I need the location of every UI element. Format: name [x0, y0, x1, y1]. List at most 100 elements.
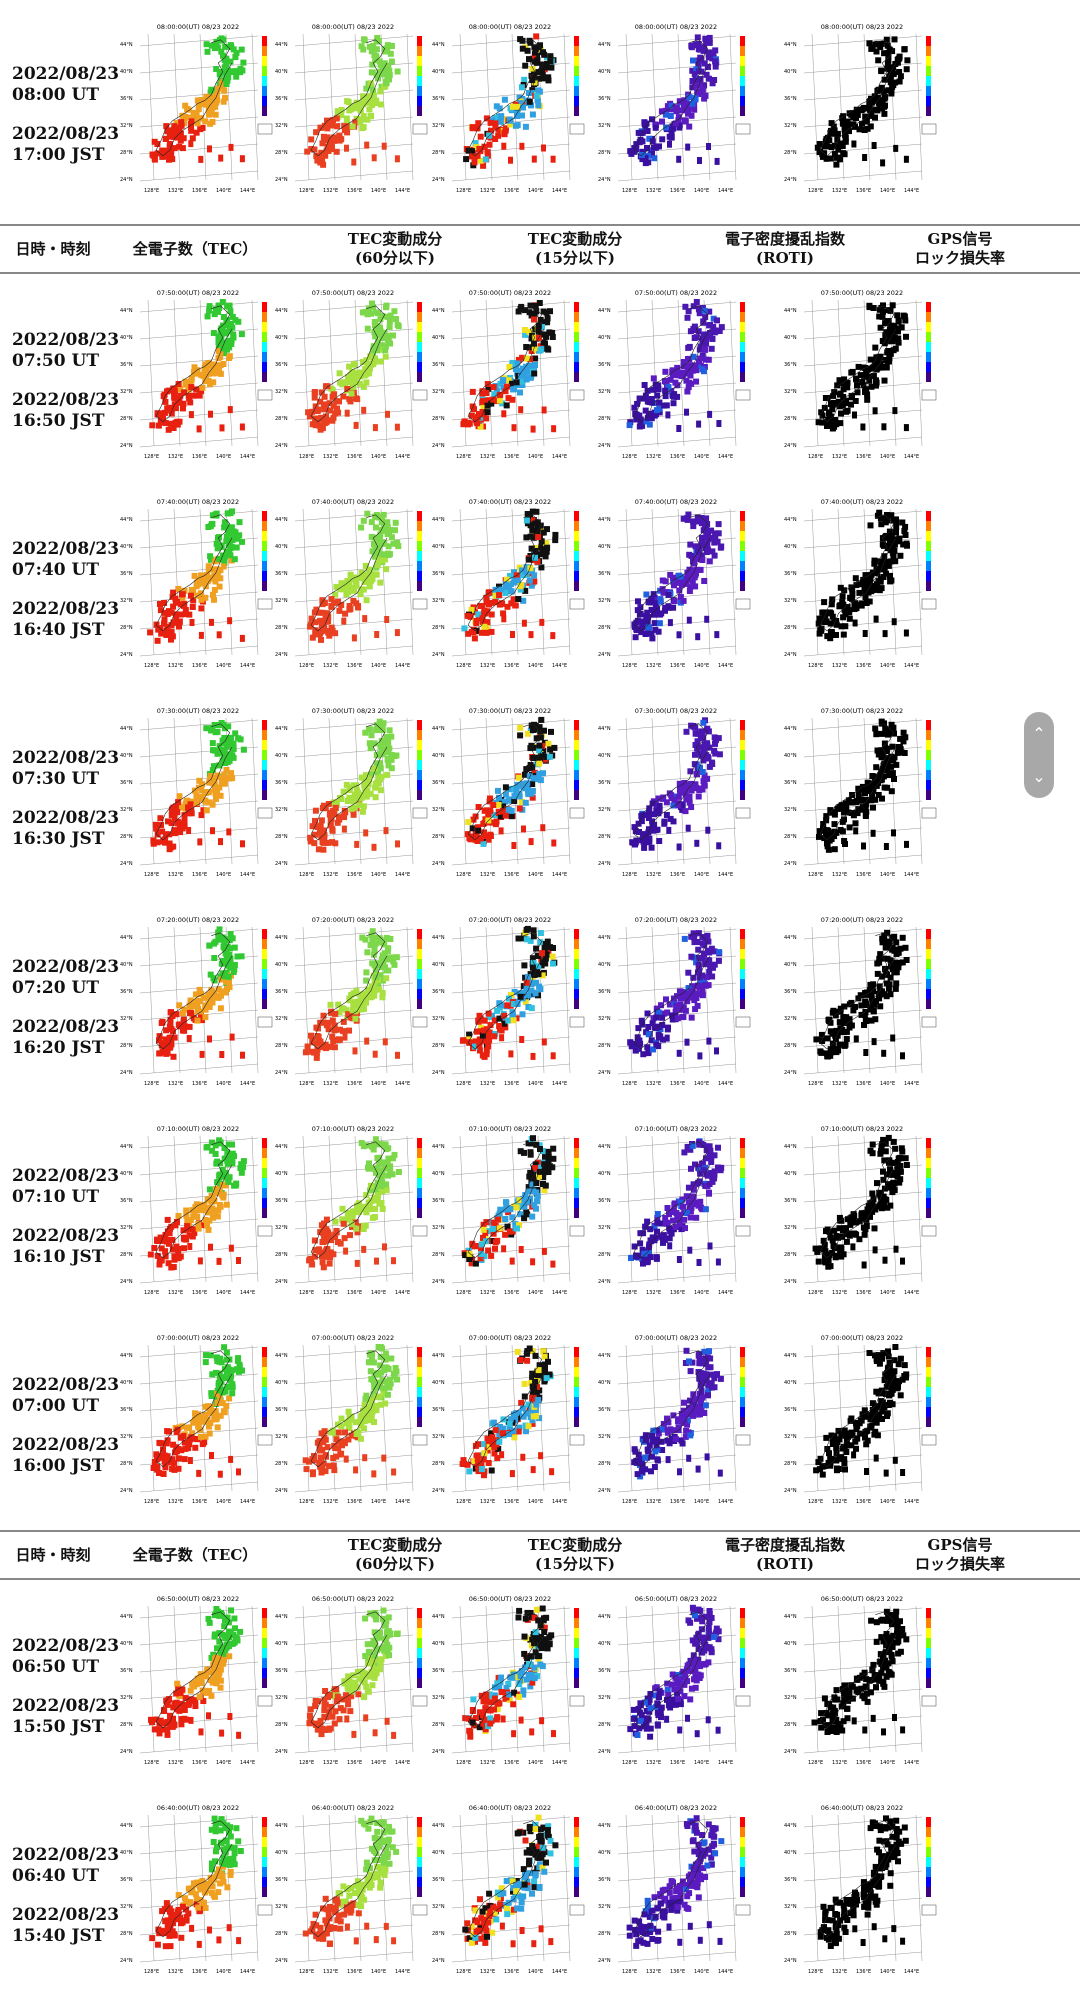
- roti-map: 06:50:00(UT) 08/23 2022 44°N 40°N 36°N 32°N 2…: [598, 1595, 751, 1766]
- lon-label: 128°E: [299, 1081, 314, 1087]
- colorbar-segment: [740, 1377, 745, 1387]
- lat-label: 28°N: [784, 1043, 797, 1049]
- logo-box: [569, 1904, 585, 1916]
- lon-label: 140°E: [216, 1290, 231, 1296]
- timestamp-time-ut: 07:20 UT: [12, 978, 99, 998]
- map-title: 07:20:00(UT) 08/23 2022: [157, 916, 239, 924]
- map-cell-tec60: 07:50:00(UT) 08/23 2022 44°N 40°N 36°N 32°N 2…: [273, 286, 433, 466]
- colorbar-segment: [926, 1887, 931, 1897]
- colorbar-segment: [740, 106, 745, 116]
- colorbar-segment: [574, 1208, 579, 1218]
- colorbar-segment: [740, 352, 745, 362]
- timestamp-date-jst: 2022/08/23: [12, 599, 120, 619]
- colorbar-segment: [574, 1168, 579, 1178]
- colorbar-segment: [740, 1668, 745, 1678]
- colorbar-segment: [262, 66, 267, 76]
- lat-label: 36°N: [784, 1407, 797, 1413]
- colorbar-segment: [926, 1158, 931, 1168]
- colorbar-segment: [740, 36, 745, 46]
- map-cell-tec60: 07:40:00(UT) 08/23 2022 44°N 40°N 36°N 32°N 2…: [273, 495, 433, 675]
- map-title: 07:30:00(UT) 08/23 2022: [312, 707, 394, 715]
- lon-label: 128°E: [299, 1499, 314, 1505]
- colorbar-segment: [926, 740, 931, 750]
- lat-label: 44°N: [598, 308, 611, 314]
- colorbar-segment: [417, 1367, 422, 1377]
- colorbar-segment: [262, 969, 267, 979]
- timestamp-time-jst: 16:40 JST: [12, 620, 105, 640]
- lat-label: 40°N: [598, 544, 611, 550]
- colorbar-segment: [262, 521, 267, 531]
- lat-label: 32°N: [432, 1904, 445, 1910]
- colorbar-segment: [926, 939, 931, 949]
- lon-label: 136°E: [192, 1499, 207, 1505]
- chevron-down-icon[interactable]: ⌄: [1032, 766, 1046, 786]
- lon-label: 136°E: [504, 1969, 519, 1975]
- data-row: 2022/08/23 08:00 UT 2022/08/23 17:00 JST 08:…: [0, 20, 1080, 210]
- colorbar-segment: [574, 1648, 579, 1658]
- timestamp-time-ut: 07:50 UT: [12, 351, 99, 371]
- colorbar-segment: [926, 66, 931, 76]
- colorbar-segment: [417, 106, 422, 116]
- lon-label: 140°E: [216, 1760, 231, 1766]
- colorbar-segment: [417, 939, 422, 949]
- lon-label: 144°E: [904, 1499, 919, 1505]
- coastline: [310, 932, 388, 1050]
- timestamp-time-jst: 15:50 JST: [12, 1717, 105, 1737]
- lat-label: 44°N: [598, 935, 611, 941]
- lat-label: 28°N: [275, 150, 288, 156]
- lat-label: 40°N: [784, 544, 797, 550]
- lat-label: 28°N: [432, 1722, 445, 1728]
- colorbar-segment: [926, 1847, 931, 1857]
- lon-label: 144°E: [395, 1081, 410, 1087]
- lon-label: 128°E: [808, 1969, 823, 1975]
- colorbar-segment: [574, 929, 579, 939]
- colorbar-segment: [926, 332, 931, 342]
- lat-label: 40°N: [120, 69, 133, 75]
- map-cell-gps: 06:50:00(UT) 08/23 2022 44°N 40°N 36°N 32°N 2…: [782, 1592, 942, 1772]
- map-cell-tec60: 06:40:00(UT) 08/23 2022 44°N 40°N 36°N 32°N 2…: [273, 1801, 433, 1981]
- lon-label: 144°E: [718, 663, 733, 669]
- lon-label: 128°E: [456, 1499, 471, 1505]
- lon-label: 140°E: [694, 1290, 709, 1296]
- lat-label: 32°N: [784, 1904, 797, 1910]
- logo-box: [569, 389, 585, 401]
- lat-label: 44°N: [432, 1353, 445, 1359]
- lat-label: 32°N: [784, 1225, 797, 1231]
- lat-label: 32°N: [784, 807, 797, 813]
- lon-label: 136°E: [670, 1760, 685, 1766]
- lon-label: 136°E: [856, 1760, 871, 1766]
- lon-label: 136°E: [504, 1760, 519, 1766]
- column-header-gps: GPS信号 ロック損失率: [914, 1536, 1005, 1573]
- colorbar-segment: [926, 372, 931, 382]
- colorbar-segment: [262, 750, 267, 760]
- timestamp-date-jst: 2022/08/23: [12, 124, 120, 144]
- lat-label: 32°N: [784, 1695, 797, 1701]
- colorbar-segment: [417, 1678, 422, 1688]
- lat-label: 28°N: [598, 1043, 611, 1049]
- tec15-map: 07:30:00(UT) 08/23 2022 44°N 40°N 36°N 32°N 2…: [432, 707, 585, 878]
- lon-label: 144°E: [718, 872, 733, 878]
- lat-label: 36°N: [275, 362, 288, 368]
- colorbar-segment: [417, 979, 422, 989]
- scroll-control[interactable]: ⌃ ⌄: [1024, 712, 1054, 798]
- colorbar-segment: [740, 1188, 745, 1198]
- colorbar-segment: [417, 521, 422, 531]
- colorbar-segment: [262, 46, 267, 56]
- timestamp-time-ut: 07:00 UT: [12, 1396, 99, 1416]
- logo-box: [921, 598, 937, 610]
- lat-label: 36°N: [120, 989, 133, 995]
- colorbar-segment: [740, 541, 745, 551]
- lat-label: 40°N: [598, 1850, 611, 1856]
- lat-label: 28°N: [432, 1252, 445, 1258]
- column-header-row: 日時・時刻 全電子数（TEC） TEC変動成分 (60分以下) TEC変動成分 (15…: [0, 224, 1080, 274]
- lon-label: 136°E: [856, 1969, 871, 1975]
- colorbar-segment: [262, 1357, 267, 1367]
- chevron-up-icon[interactable]: ⌃: [1032, 723, 1046, 743]
- coastline: [310, 1611, 388, 1729]
- lat-label: 32°N: [120, 1904, 133, 1910]
- data-row: 2022/08/23 07:30 UT 2022/08/23 16:30 JST 07:…: [0, 704, 1080, 894]
- lat-label: 36°N: [120, 96, 133, 102]
- column-header-tec15: TEC変動成分 (15分以下): [527, 1536, 623, 1573]
- lon-label: 140°E: [216, 188, 231, 194]
- colorbar-segment: [262, 76, 267, 86]
